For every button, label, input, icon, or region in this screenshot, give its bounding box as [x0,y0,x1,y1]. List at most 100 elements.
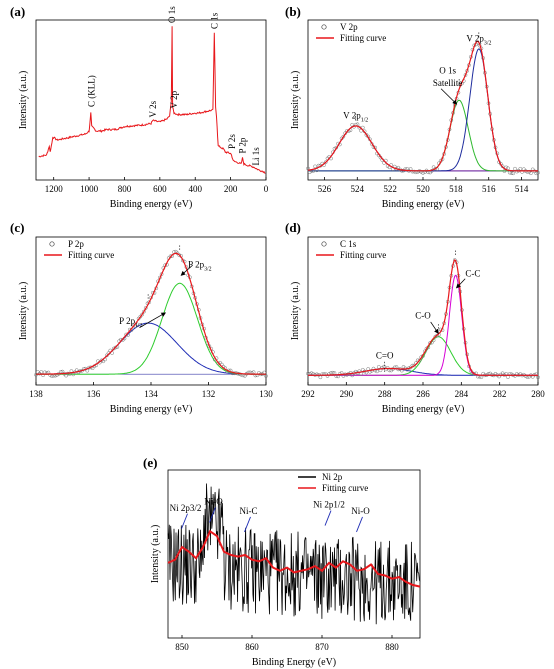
data-point [410,169,415,174]
legend-label: Fitting curve [322,483,368,493]
x-tick-label: 1000 [80,184,99,194]
data-point [502,169,507,173]
panel-e: 850 860 870 880 Binding Energy (eV) Intensity… [150,469,421,668]
x-tick-label: 292 [301,389,315,399]
annotation-pointer [324,510,332,526]
data-point [314,168,319,173]
data-point [142,309,146,314]
peak-annotation: O 1s [167,6,177,23]
x-tick-label: 138 [29,389,43,399]
y-axis-label: Intensity (a.u.) [290,71,301,130]
x-tick-label: 526 [318,184,332,194]
x-tick-label: 516 [482,184,496,194]
annotation-pointer [209,507,216,523]
peak-annotation: P 2p1/2 [119,316,142,329]
component-peak-0 [307,125,538,172]
data-point [412,363,417,368]
x-axis-label: Binding energy (eV) [110,199,193,210]
x-tick-label: 288 [378,389,392,399]
panel-b-label: (b) [285,4,301,19]
data-point [399,168,404,173]
annotation-arrow [440,88,458,105]
component-peak-2 [308,274,538,376]
annotation-pointer [181,513,188,529]
x-tick-label: 132 [202,389,216,399]
x-tick-label: 524 [351,184,365,194]
x-tick-label: 800 [118,184,132,194]
x-tick-label: 1200 [45,184,64,194]
data-point [138,314,143,319]
x-tick-label: 284 [455,389,469,399]
data-point [433,334,438,339]
peak-annotation: Li 1s [251,147,261,166]
x-tick-label: 200 [224,184,238,194]
peak-annotation: C-C [465,268,480,278]
peak-annotation: V 2p3/2 [466,33,491,46]
peak-annotation: V 2s [148,100,158,117]
peak-annotation: O 1s [439,65,456,75]
peak-annotation: C 1s [209,12,219,29]
annotation-pointer [244,516,251,533]
peak-annotation: Ni-C [240,506,258,516]
fitting-curve [308,258,538,376]
legend-label: Fitting curve [340,250,386,260]
x-tick-label: 860 [245,642,259,652]
peak-annotation: Satellite [433,78,463,88]
annotation-arrow [139,312,167,328]
data-point [385,365,390,370]
plot-frame-b [307,19,539,181]
data-point [177,253,182,258]
legend-marker-circle [49,241,55,247]
peak-annotation: P 2p [237,137,247,153]
x-tick-label: 290 [340,389,354,399]
data-point [376,365,381,369]
peak-annotation: C-O [415,311,431,321]
peak-annotation: Ni 2p1/2 [313,500,345,510]
legend-marker-circle [321,24,327,30]
peak-annotation: V 2p [169,90,179,108]
x-tick-label: 286 [416,389,430,399]
y-axis-label: Intensity (a.u.) [18,71,29,130]
data-point [452,258,457,262]
panel-d-label: (d) [285,220,301,235]
data-point [506,375,510,379]
x-tick-label: 850 [175,642,189,652]
x-tick-label: 518 [449,184,463,194]
data-point [500,164,505,169]
data-point [159,272,164,277]
annotation-arrow [180,264,193,276]
legend-label: Fitting curve [68,250,114,260]
x-axis-label: Binding energy (eV) [382,199,465,210]
peak-annotation: Ni-O [351,506,370,516]
peak-annotation: P 2p3/2 [188,259,211,272]
y-axis-label: Intensity (a.u.) [18,282,29,341]
panel-d: 292 290 288 286 284 282 280 Binding energy (eV)… [290,236,545,415]
x-tick-label: 280 [531,389,545,399]
panel-c-label: (c) [10,220,24,235]
data-point [323,160,328,165]
x-tick-label: 870 [315,642,329,652]
x-tick-label: 282 [493,389,507,399]
y-axis-label: Intensity (a.u.) [290,282,301,341]
peak-annotation: Ni 2p3/2 [170,503,202,513]
x-tick-label: 880 [385,642,399,652]
panel-a: 1200 1000 800 600 400 200 0 Binding energy (eV)… [18,6,269,210]
x-tick-label: 400 [188,184,202,194]
annotation-pointer [356,516,363,533]
fitting-curve [36,252,266,375]
plot-frame-a [35,19,267,181]
legend-marker-circle [321,241,327,247]
data-point [124,332,129,337]
data-point [523,374,528,378]
data-point [348,370,353,375]
data-point [318,375,323,380]
data-point [111,346,116,351]
fitting-curve [167,529,421,588]
data-point [511,171,516,176]
x-tick-label: 600 [153,184,167,194]
data-point [140,312,145,317]
data-point [341,134,346,139]
x-tick-label: 522 [383,184,397,194]
plot-frame-e [167,469,421,639]
